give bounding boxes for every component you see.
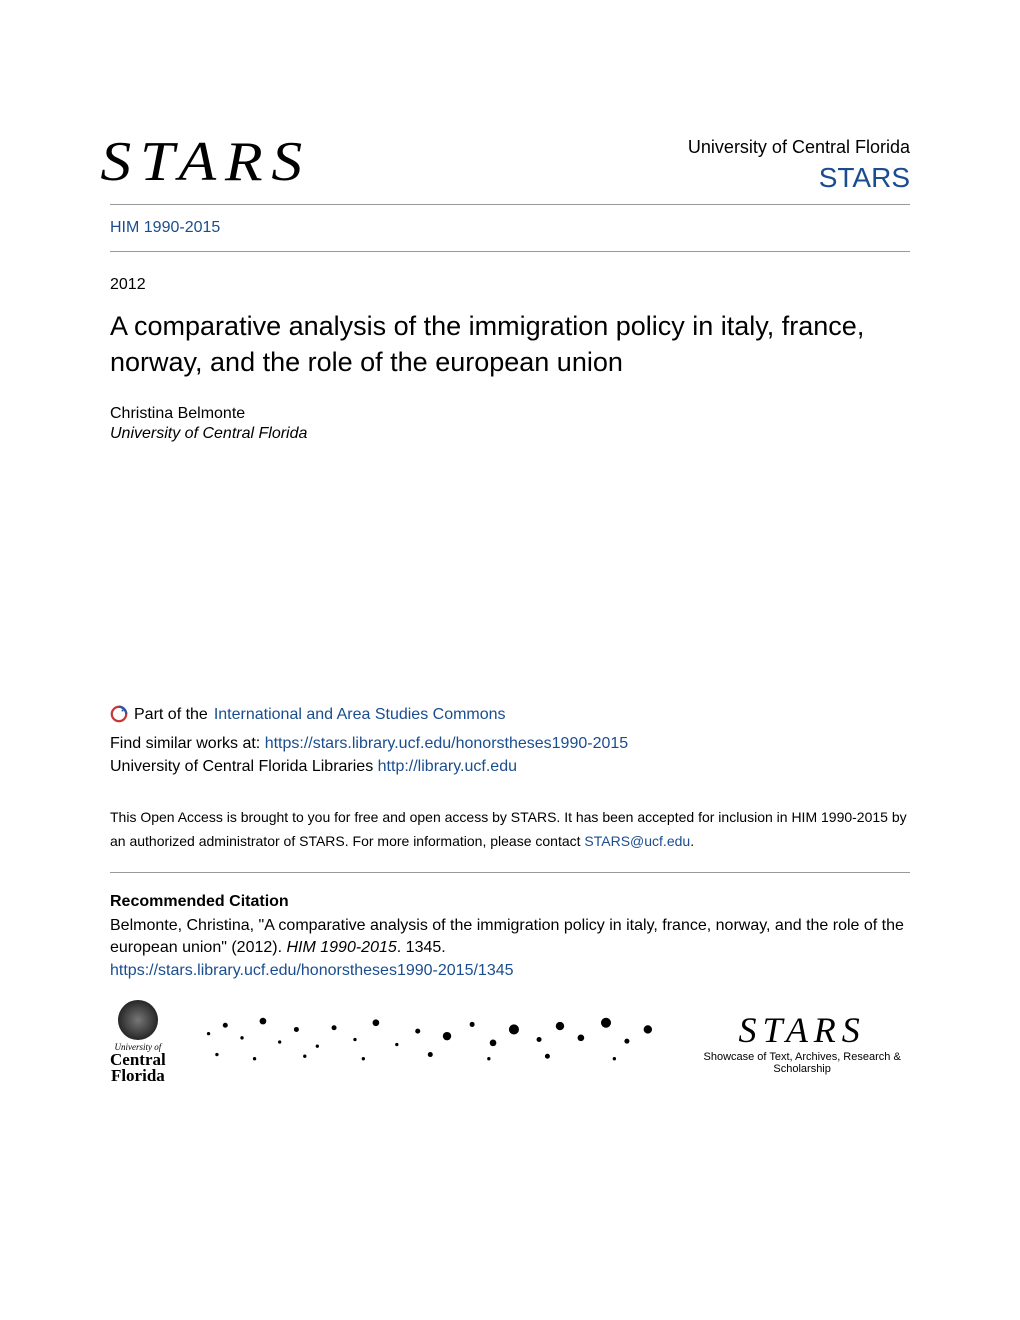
commons-link[interactable]: International and Area Studies Commons: [214, 703, 506, 726]
citation-italic: HIM 1990-2015: [286, 939, 396, 956]
stars-tagline: Showcase of Text, Archives, Research & S…: [694, 1051, 910, 1075]
similar-works: Find similar works at: https://stars.lib…: [110, 732, 910, 755]
university-name: University of Central Florida: [688, 137, 910, 158]
citation-heading: Recommended Citation: [110, 893, 910, 911]
commons-prefix: Part of the: [134, 703, 208, 726]
stars-footer-block: STARS Showcase of Text, Archives, Resear…: [694, 1009, 910, 1075]
access-suffix: .: [690, 833, 694, 849]
libraries-url[interactable]: http://library.ucf.edu: [378, 758, 517, 775]
stars-link[interactable]: STARS: [819, 162, 910, 193]
stars-footer-logo: STARS: [694, 1009, 910, 1051]
ucf-line2: Florida: [110, 1068, 166, 1084]
access-text: This Open Access is brought to you for f…: [110, 809, 907, 849]
breadcrumb: HIM 1990-2015: [110, 205, 910, 252]
citation-section: Recommended Citation Belmonte, Christina…: [110, 893, 910, 980]
breadcrumb-link[interactable]: HIM 1990-2015: [110, 219, 220, 236]
citation-part2: . 1345.: [397, 939, 446, 956]
header: STARS University of Central Florida STAR…: [110, 130, 910, 205]
citation-url[interactable]: https://stars.library.ucf.edu/honorsthes…: [110, 962, 910, 980]
year: 2012: [110, 276, 910, 294]
access-note: This Open Access is brought to you for f…: [110, 806, 910, 873]
commons-row: Part of the International and Area Studi…: [110, 703, 910, 726]
citation-part1: Belmonte, Christina, "A comparative anal…: [110, 917, 904, 956]
ucf-logo: University of Central Florida: [110, 1000, 166, 1084]
libraries-line: University of Central Florida Libraries …: [110, 755, 910, 778]
stars-dots-icon: [196, 1007, 665, 1077]
libraries-prefix: University of Central Florida Libraries: [110, 758, 378, 775]
stars-logo: STARS: [100, 130, 311, 194]
commons-icon: [110, 705, 128, 723]
ucf-seal-icon: [118, 1000, 158, 1040]
page-title: A comparative analysis of the immigratio…: [110, 308, 910, 381]
author-name: Christina Belmonte: [110, 405, 910, 423]
access-email[interactable]: STARS@ucf.edu: [584, 833, 690, 849]
similar-url[interactable]: https://stars.library.ucf.edu/honorsthes…: [265, 735, 628, 752]
metadata-section: Part of the International and Area Studi…: [110, 703, 910, 1084]
similar-prefix: Find similar works at:: [110, 735, 265, 752]
footer-logos: University of Central Florida STARS Show…: [110, 1000, 910, 1084]
citation-text: Belmonte, Christina, "A comparative anal…: [110, 915, 910, 960]
author-affiliation: University of Central Florida: [110, 425, 910, 443]
header-right: University of Central Florida STARS: [688, 137, 910, 194]
